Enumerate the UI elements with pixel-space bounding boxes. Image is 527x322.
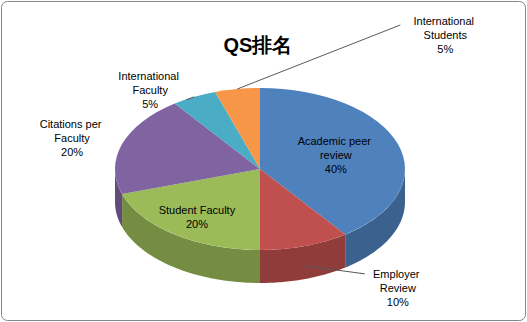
- category-label: Academic peer review: [298, 135, 374, 161]
- category-label-line: Review: [380, 282, 416, 294]
- value-label: 20%: [186, 218, 208, 230]
- pie-slice: [215, 88, 260, 169]
- category-label: Student Faculty: [159, 204, 236, 216]
- category-label-line: Academic peer: [298, 135, 374, 147]
- category-label-line: International: [414, 15, 478, 27]
- category-label: Employer Review: [373, 268, 423, 294]
- value-label: 5%: [142, 98, 158, 110]
- category-label: International Students: [414, 15, 478, 41]
- leader-line: [186, 97, 194, 100]
- value-label: 20%: [61, 146, 83, 158]
- data-labels: Academic peer review 40% Employer Review 10…: [40, 15, 477, 308]
- category-label: International Faculty: [118, 70, 182, 96]
- category-label-line: review: [320, 149, 352, 161]
- pie-top: [115, 88, 405, 250]
- leader-line: [237, 25, 400, 89]
- category-label-line: International: [118, 70, 182, 82]
- chart-title: QS排名: [224, 34, 293, 56]
- chart-frame: [2, 2, 526, 321]
- chart-svg: QS排名 Academic peer review 40% Employer Revi…: [0, 0, 527, 322]
- category-label: Citations per Faculty: [40, 118, 105, 144]
- category-label-line: Employer: [373, 268, 423, 280]
- pie-slice: [260, 169, 345, 250]
- category-label-line: Student Faculty: [159, 204, 236, 216]
- leader-line: [305, 266, 365, 274]
- chart-container: QS排名 Academic peer review 40% Employer Revi…: [0, 0, 527, 322]
- value-label: 5%: [437, 43, 453, 55]
- category-label-line: Students: [424, 29, 468, 41]
- category-label-line: Faculty: [132, 84, 168, 96]
- category-label-line: Faculty: [54, 132, 90, 144]
- value-label: 40%: [325, 163, 347, 175]
- category-label-line: Citations per: [40, 118, 105, 130]
- value-label: 10%: [387, 296, 409, 308]
